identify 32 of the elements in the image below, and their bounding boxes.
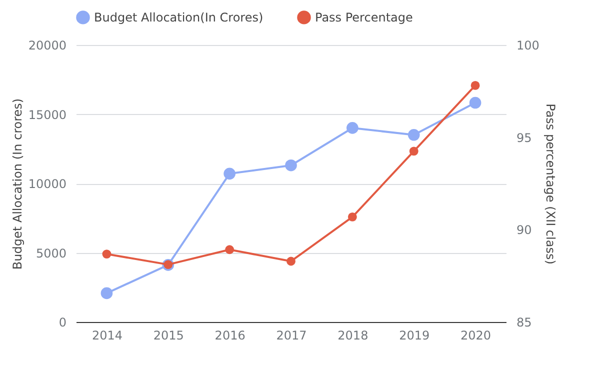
y2-tick-label: 85	[516, 316, 532, 330]
y-tick-label: 10000	[28, 177, 66, 191]
point	[286, 256, 296, 266]
x-tick-label: 2017	[276, 328, 307, 342]
legend-label: Pass Percentage	[315, 10, 413, 24]
point	[102, 250, 112, 259]
y-tick-label: 0	[58, 316, 66, 330]
y2-axis-title: Pass percentage (XII class)	[543, 104, 558, 264]
y-tick-label: 5000	[36, 246, 66, 260]
x-tick-label: 2014	[92, 328, 122, 342]
point	[470, 80, 480, 90]
point	[285, 159, 297, 172]
x-tick-label: 2015	[153, 328, 184, 342]
point	[469, 96, 482, 109]
point	[409, 146, 418, 156]
x-tick-label: 2018	[338, 328, 368, 342]
point	[346, 122, 358, 134]
x-tick-label: 2019	[399, 328, 430, 342]
x-tick-label: 2016	[214, 328, 246, 342]
y2-tick-label: 90	[516, 223, 532, 238]
point	[348, 212, 357, 222]
y2-tick-label: 95	[516, 130, 532, 145]
y-tick-label: 20000	[28, 38, 66, 52]
point	[100, 287, 113, 300]
point	[408, 128, 420, 141]
legend-label: Budget Allocation(In Crores)	[94, 10, 264, 24]
y-tick-label: 15000	[28, 108, 66, 122]
point	[225, 245, 234, 254]
y-axis-title: Budget Allocation (In crores)	[10, 98, 24, 270]
point	[224, 168, 236, 180]
x-tick-label: 2020	[460, 328, 492, 342]
y2-tick-label: 100	[516, 38, 540, 52]
